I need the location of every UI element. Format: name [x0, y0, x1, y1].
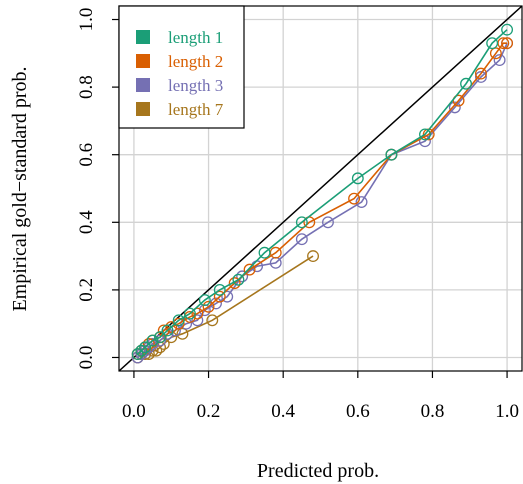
data-point-length-2 [243, 263, 256, 276]
data-point-length-3 [142, 341, 155, 354]
data-point-length-1 [135, 344, 148, 357]
y-tick-label: 0.6 [76, 143, 97, 167]
x-tick-label: 0.0 [122, 401, 146, 422]
data-point-length-2 [475, 67, 487, 80]
data-point-length-1 [198, 294, 211, 306]
data-point-length-1 [183, 307, 196, 320]
data-point-length-3 [139, 344, 152, 357]
data-point-length-2 [348, 192, 361, 205]
data-point-length-1 [419, 128, 431, 141]
data-point-length-2 [157, 324, 170, 337]
data-point-length-3 [448, 101, 461, 114]
legend-swatch-length-3 [136, 78, 150, 92]
data-point-length-2 [191, 307, 204, 320]
data-point-length-7 [206, 314, 219, 327]
data-point-length-1 [146, 334, 159, 347]
data-point-length-3 [355, 196, 368, 208]
data-point-length-1 [161, 324, 174, 337]
data-point-length-3 [236, 270, 249, 283]
data-point-length-2 [202, 300, 215, 313]
x-tick-label: 0.8 [421, 401, 445, 422]
data-point-length-3 [210, 297, 222, 310]
plot-frame [118, 5, 523, 372]
data-point-length-3 [191, 314, 204, 327]
data-point-length-1 [232, 273, 245, 286]
series-layer [131, 23, 514, 364]
data-point-length-1 [139, 341, 152, 354]
legend-swatch-length-1 [136, 30, 150, 44]
data-point-length-2 [172, 317, 185, 330]
data-point-length-1 [486, 37, 499, 50]
x-tick-label: 0.6 [346, 401, 370, 422]
y-tick-label: 0.8 [76, 75, 97, 99]
x-axis-label: Predicted prob. [257, 460, 379, 482]
series-line-length-1 [137, 29, 508, 355]
data-point-length-1 [460, 77, 472, 90]
data-point-length-1 [351, 172, 364, 185]
legend-swatch-length-7 [136, 102, 150, 116]
data-point-length-3 [475, 71, 487, 83]
y-tick-label: 0.2 [76, 278, 97, 302]
legend: length 1 length 2 length 3 length 7 [118, 5, 245, 129]
data-point-length-1 [172, 314, 185, 327]
x-tick-label: 1.0 [495, 401, 519, 422]
series-line-length-7 [137, 255, 314, 359]
data-point-length-2 [165, 321, 178, 334]
data-point-length-1 [501, 23, 514, 36]
y-axis-label: Empirical gold−standard prob. [9, 66, 31, 311]
data-point-length-3 [146, 338, 159, 350]
data-point-length-1 [258, 246, 271, 259]
data-point-length-2 [489, 47, 502, 60]
legend-label-length-2: length 2 [168, 52, 223, 71]
data-point-length-1 [213, 283, 226, 296]
x-axis-ticks: 0.0 0.2 0.4 0.6 0.8 1.0 [122, 371, 519, 422]
x-tick-label: 0.4 [271, 401, 295, 422]
x-tick-label: 0.2 [197, 401, 221, 422]
y-tick-label: 0.0 [76, 346, 97, 370]
data-point-length-2 [228, 277, 241, 290]
data-point-length-2 [213, 290, 226, 303]
data-point-length-2 [501, 37, 514, 50]
legend-label-length-7: length 7 [168, 100, 224, 119]
y-tick-label: 0.4 [76, 210, 97, 234]
y-axis-ticks: 0.0 0.2 0.4 0.6 0.8 1.0 [76, 8, 119, 370]
data-point-length-3 [135, 348, 148, 361]
y-tick-label: 1.0 [76, 8, 97, 32]
legend-label-length-1: length 1 [168, 28, 223, 47]
data-point-length-1 [154, 331, 166, 344]
data-point-length-1 [131, 348, 144, 361]
data-point-length-1 [385, 148, 398, 161]
data-point-length-3 [295, 233, 308, 246]
data-point-length-3 [221, 290, 234, 303]
data-point-length-3 [322, 216, 334, 229]
data-point-length-2 [142, 338, 155, 350]
data-point-length-7 [307, 250, 319, 263]
legend-swatch-length-2 [136, 54, 150, 68]
legend-label-length-3: length 3 [168, 76, 223, 95]
data-point-length-3 [493, 54, 506, 67]
data-point-length-7 [139, 348, 152, 361]
data-point-length-1 [295, 216, 308, 229]
series-length-1 [131, 23, 514, 361]
data-point-length-3 [131, 351, 144, 364]
data-point-length-3 [154, 334, 166, 347]
data-point-length-7 [176, 327, 189, 340]
